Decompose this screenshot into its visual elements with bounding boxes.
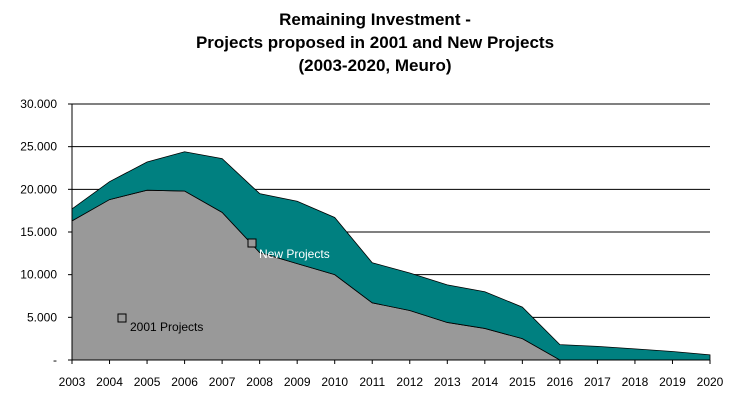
chart-title-line-1: Remaining Investment - <box>279 10 471 29</box>
x-tick-label-15: 2018 <box>622 375 649 389</box>
x-axis-ticks: 2003 2004 2005 2006 2007 2008 2009 2010 2011 2012… <box>59 360 724 389</box>
series-label-2001-projects: 2001 Projects <box>130 320 203 334</box>
x-tick-label-11: 2014 <box>471 375 498 389</box>
series-marker-2001-projects <box>117 313 127 323</box>
y-tick-label-5: 25.000 <box>20 140 57 154</box>
y-tick-label-2: 10.000 <box>20 268 57 282</box>
y-tick-label-3: 15.000 <box>20 225 57 239</box>
x-tick-label-13: 2016 <box>547 375 574 389</box>
y-tick-label-6: 30.000 <box>20 97 57 111</box>
x-tick-label-1: 2004 <box>96 375 123 389</box>
x-tick-label-2: 2005 <box>134 375 161 389</box>
y-tick-label-4: 20.000 <box>20 182 57 196</box>
x-tick-label-3: 2006 <box>171 375 198 389</box>
x-tick-label-6: 2009 <box>284 375 311 389</box>
x-tick-label-9: 2012 <box>396 375 423 389</box>
x-tick-label-17: 2020 <box>697 375 724 389</box>
x-tick-label-5: 2008 <box>246 375 273 389</box>
y-axis-ticks: - 5.000 10.000 15.000 20.000 25.000 30.000 <box>20 97 72 367</box>
x-tick-label-8: 2011 <box>359 375 385 389</box>
chart-title-line-3: (2003-2020, Meuro) <box>298 56 452 75</box>
chart-title: Remaining Investment - Projects proposed… <box>0 8 750 77</box>
series-labels: 2001 Projects New Projects <box>117 238 330 334</box>
x-tick-label-16: 2019 <box>659 375 686 389</box>
x-tick-label-0: 2003 <box>59 375 86 389</box>
x-tick-label-7: 2010 <box>321 375 348 389</box>
series-marker-new-projects <box>247 238 257 248</box>
x-tick-label-10: 2013 <box>434 375 461 389</box>
x-tick-label-12: 2015 <box>509 375 536 389</box>
x-tick-label-14: 2017 <box>584 375 611 389</box>
x-tick-label-4: 2007 <box>209 375 236 389</box>
chart-title-line-2: Projects proposed in 2001 and New Projec… <box>195 33 555 52</box>
y-tick-label-1: 5.000 <box>27 310 57 324</box>
y-tick-label-0: - <box>53 353 57 367</box>
series-label-new-projects: New Projects <box>259 247 330 261</box>
